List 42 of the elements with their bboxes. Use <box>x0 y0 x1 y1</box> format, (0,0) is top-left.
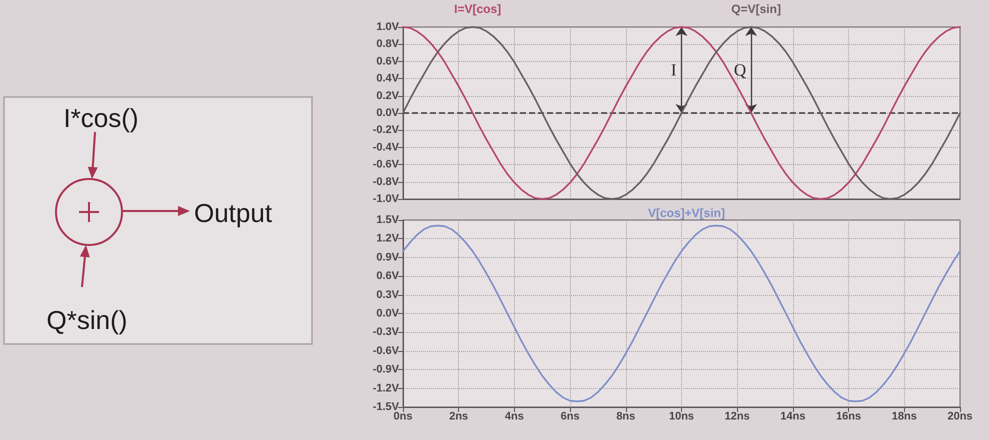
y-tick-label: 0.6V <box>376 55 400 68</box>
x-tick-label: 2ns <box>449 410 468 422</box>
y-tick-label: 0.0V <box>376 308 400 320</box>
text: Q*sin() <box>46 305 128 335</box>
annotation: I <box>670 60 677 80</box>
y-tick-label: 0.2V <box>376 90 400 102</box>
y-tick-label: -0.8V <box>372 176 400 188</box>
series-label: V[cos]+V[sin] <box>648 206 726 220</box>
x-tick-label: 0ns <box>394 410 412 422</box>
x-tick-label: 20ns <box>947 410 973 422</box>
annotation: Q <box>734 60 746 80</box>
text: I=V[cos] <box>454 2 502 16</box>
y-tick-label: -1.0V <box>372 193 400 205</box>
series-label: Q=V[sin] <box>731 2 781 16</box>
y-tick-label: -0.4V <box>372 141 400 154</box>
x-tick-label: 8ns <box>616 410 636 422</box>
y-tick-label: -1.2V <box>372 382 400 394</box>
y-tick-label: -0.6V <box>372 344 400 357</box>
y-tick-label: 0.4V <box>376 72 400 85</box>
y-tick-label: 0.6V <box>376 270 400 282</box>
text: Output <box>194 198 273 228</box>
x-tick-label: 10ns <box>668 410 694 422</box>
line-series <box>402 224 961 402</box>
x-tick-label: 4ns <box>504 410 524 422</box>
text: I*cos() <box>63 103 139 133</box>
x-tick-label: 14ns <box>780 410 806 422</box>
y-tick-label: 1.2V <box>376 232 400 245</box>
y-tick-label: -0.3V <box>372 326 400 338</box>
x-tick-label: 16ns <box>836 410 862 422</box>
y-tick-label: 0.8V <box>376 38 400 50</box>
y-tick-label: 1.0V <box>376 21 400 33</box>
y-tick-label: 0.9V <box>376 251 400 264</box>
y-tick-label: -1.5V <box>372 401 400 413</box>
y-tick-label: 0.0V <box>376 107 400 119</box>
y-tick-label: 1.5V <box>376 214 400 226</box>
x-tick-label: 6ns <box>560 410 580 422</box>
y-tick-label: -0.6V <box>372 158 400 171</box>
y-tick-label: 0.3V <box>376 288 400 301</box>
y-tick-label: -0.2V <box>372 124 400 136</box>
x-tick-label: 12ns <box>724 410 750 422</box>
y-tick-label: -0.9V <box>372 364 400 376</box>
x-tick-label: 18ns <box>892 410 917 422</box>
